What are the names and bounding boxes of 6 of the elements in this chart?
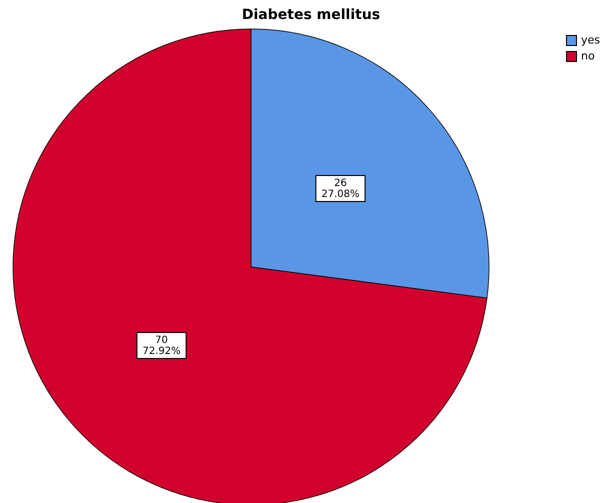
chart-title: Diabetes mellitus (242, 7, 380, 23)
pie-slice (12, 28, 488, 503)
legend-label: yes (581, 34, 600, 46)
legend-label: no (581, 50, 595, 62)
data-label: 26 27.08% (321, 178, 360, 200)
data-label: 70 72.92% (142, 334, 181, 357)
